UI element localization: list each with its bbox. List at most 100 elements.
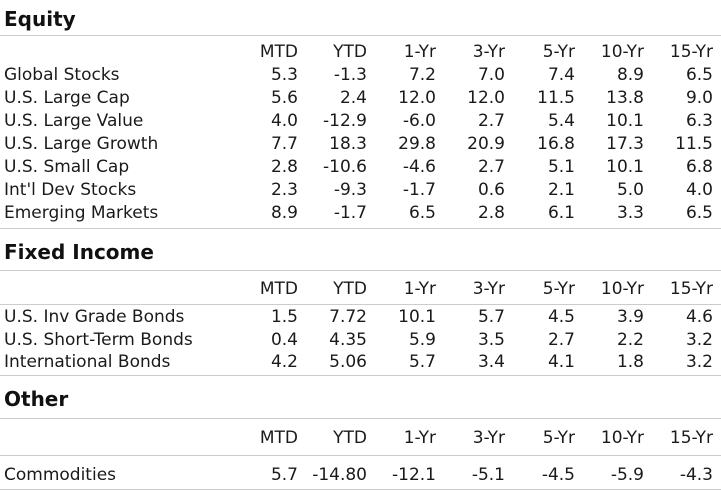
- cell-10yr: 17.3: [606, 134, 644, 154]
- column-header-1yr: 1-Yr: [403, 428, 436, 448]
- cell-1yr: -4.6: [402, 157, 436, 177]
- cell-5yr: 2.7: [547, 330, 575, 350]
- cell-5yr: -4.5: [541, 465, 575, 485]
- cell-10yr: 13.8: [606, 88, 644, 108]
- column-header-mtd: MTD: [259, 428, 298, 448]
- cell-1yr: 10.1: [398, 307, 436, 327]
- cell-3yr: 3.4: [477, 352, 505, 372]
- cell-5yr: 4.1: [547, 352, 575, 372]
- table-row: U.S. Large Cap 5.6 2.4 12.0 12.0 11.5 13…: [0, 87, 721, 110]
- cell-10yr: -5.9: [610, 465, 644, 485]
- cell-1yr: -12.1: [392, 465, 436, 485]
- cell-ytd: 4.35: [329, 330, 367, 350]
- cell-5yr: 2.1: [547, 180, 575, 200]
- column-header-ytd: YTD: [333, 428, 367, 448]
- cell-1yr: 29.8: [398, 134, 436, 154]
- cell-ytd: 18.3: [329, 134, 367, 154]
- column-header-3yr: 3-Yr: [472, 42, 505, 62]
- table-row: Int'l Dev Stocks 2.3 -9.3 -1.7 0.6 2.1 5…: [0, 179, 721, 202]
- cell-mtd: 7.7: [270, 134, 298, 154]
- column-header-row: MTD YTD 1-Yr 3-Yr 5-Yr 10-Yr 15-Yr: [0, 427, 721, 450]
- cell-15yr: 6.3: [685, 111, 713, 131]
- row-label: U.S. Large Cap: [4, 88, 130, 108]
- cell-15yr: 3.2: [685, 330, 713, 350]
- section-title-equity: Equity: [4, 7, 76, 31]
- cell-mtd: 1.5: [270, 307, 298, 327]
- table-row: U.S. Large Value 4.0 -12.9 -6.0 2.7 5.4 …: [0, 110, 721, 133]
- row-label: International Bonds: [4, 352, 171, 372]
- cell-ytd: -1.7: [333, 203, 367, 223]
- cell-15yr: 6.8: [685, 157, 713, 177]
- cell-15yr: -4.3: [679, 465, 713, 485]
- cell-1yr: 12.0: [398, 88, 436, 108]
- cell-5yr: 6.1: [547, 203, 575, 223]
- cell-ytd: -9.3: [333, 180, 367, 200]
- cell-15yr: 9.0: [685, 88, 713, 108]
- cell-10yr: 3.9: [616, 307, 644, 327]
- column-header-10yr: 10-Yr: [600, 42, 644, 62]
- cell-1yr: -6.0: [402, 111, 436, 131]
- column-header-ytd: YTD: [333, 42, 367, 62]
- cell-ytd: 2.4: [339, 88, 367, 108]
- cell-15yr: 3.2: [685, 352, 713, 372]
- section-title-fixed-income: Fixed Income: [4, 240, 154, 264]
- column-header-mtd: MTD: [259, 42, 298, 62]
- table-row: U.S. Large Growth 7.7 18.3 29.8 20.9 16.…: [0, 133, 721, 156]
- cell-1yr: -1.7: [402, 180, 436, 200]
- row-label: Commodities: [4, 465, 117, 485]
- cell-15yr: 11.5: [675, 134, 713, 154]
- cell-3yr: 20.9: [467, 134, 505, 154]
- column-header-3yr: 3-Yr: [472, 279, 505, 299]
- cell-mtd: 4.0: [270, 111, 298, 131]
- cell-mtd: 2.3: [270, 180, 298, 200]
- cell-ytd: -12.9: [323, 111, 367, 131]
- cell-1yr: 5.7: [408, 352, 436, 372]
- cell-mtd: 0.4: [270, 330, 298, 350]
- cell-ytd: 7.72: [329, 307, 367, 327]
- cell-mtd: 5.6: [270, 88, 298, 108]
- cell-mtd: 5.7: [270, 465, 298, 485]
- cell-15yr: 4.0: [685, 180, 713, 200]
- cell-3yr: 5.7: [477, 307, 505, 327]
- cell-10yr: 10.1: [606, 111, 644, 131]
- column-header-row: MTD YTD 1-Yr 3-Yr 5-Yr 10-Yr 15-Yr: [0, 41, 721, 64]
- row-label: U.S. Short-Term Bonds: [4, 330, 193, 350]
- section-divider: [0, 270, 721, 271]
- cell-3yr: 12.0: [467, 88, 505, 108]
- cell-3yr: -5.1: [471, 465, 505, 485]
- section-title-other: Other: [4, 387, 69, 411]
- cell-5yr: 5.1: [547, 157, 575, 177]
- cell-3yr: 2.7: [477, 111, 505, 131]
- row-label: U.S. Inv Grade Bonds: [4, 307, 185, 327]
- cell-5yr: 16.8: [537, 134, 575, 154]
- cell-10yr: 10.1: [606, 157, 644, 177]
- cell-15yr: 6.5: [685, 65, 713, 85]
- section-divider: [0, 418, 721, 419]
- cell-3yr: 3.5: [477, 330, 505, 350]
- column-header-row: MTD YTD 1-Yr 3-Yr 5-Yr 10-Yr 15-Yr: [0, 278, 721, 301]
- cell-ytd: -1.3: [333, 65, 367, 85]
- cell-10yr: 5.0: [616, 180, 644, 200]
- cell-5yr: 11.5: [537, 88, 575, 108]
- row-label: Emerging Markets: [4, 203, 159, 223]
- cell-ytd: -14.80: [312, 465, 367, 485]
- row-label: Int'l Dev Stocks: [4, 180, 137, 200]
- section-divider: [0, 304, 721, 305]
- column-header-ytd: YTD: [333, 279, 367, 299]
- table-row: Emerging Markets 8.9 -1.7 6.5 2.8 6.1 3.…: [0, 202, 721, 225]
- cell-15yr: 4.6: [685, 307, 713, 327]
- cell-5yr: 5.4: [547, 111, 575, 131]
- section-divider: [0, 228, 721, 229]
- column-header-15yr: 15-Yr: [669, 42, 713, 62]
- table-row: U.S. Inv Grade Bonds 1.5 7.72 10.1 5.7 4…: [0, 306, 721, 329]
- section-divider: [0, 455, 721, 456]
- column-header-1yr: 1-Yr: [403, 42, 436, 62]
- cell-1yr: 5.9: [408, 330, 436, 350]
- table-row: International Bonds 4.2 5.06 5.7 3.4 4.1…: [0, 351, 721, 374]
- column-header-5yr: 5-Yr: [542, 42, 575, 62]
- cell-1yr: 7.2: [408, 65, 436, 85]
- column-header-15yr: 15-Yr: [669, 279, 713, 299]
- cell-ytd: 5.06: [329, 352, 367, 372]
- column-header-10yr: 10-Yr: [600, 428, 644, 448]
- cell-10yr: 3.3: [616, 203, 644, 223]
